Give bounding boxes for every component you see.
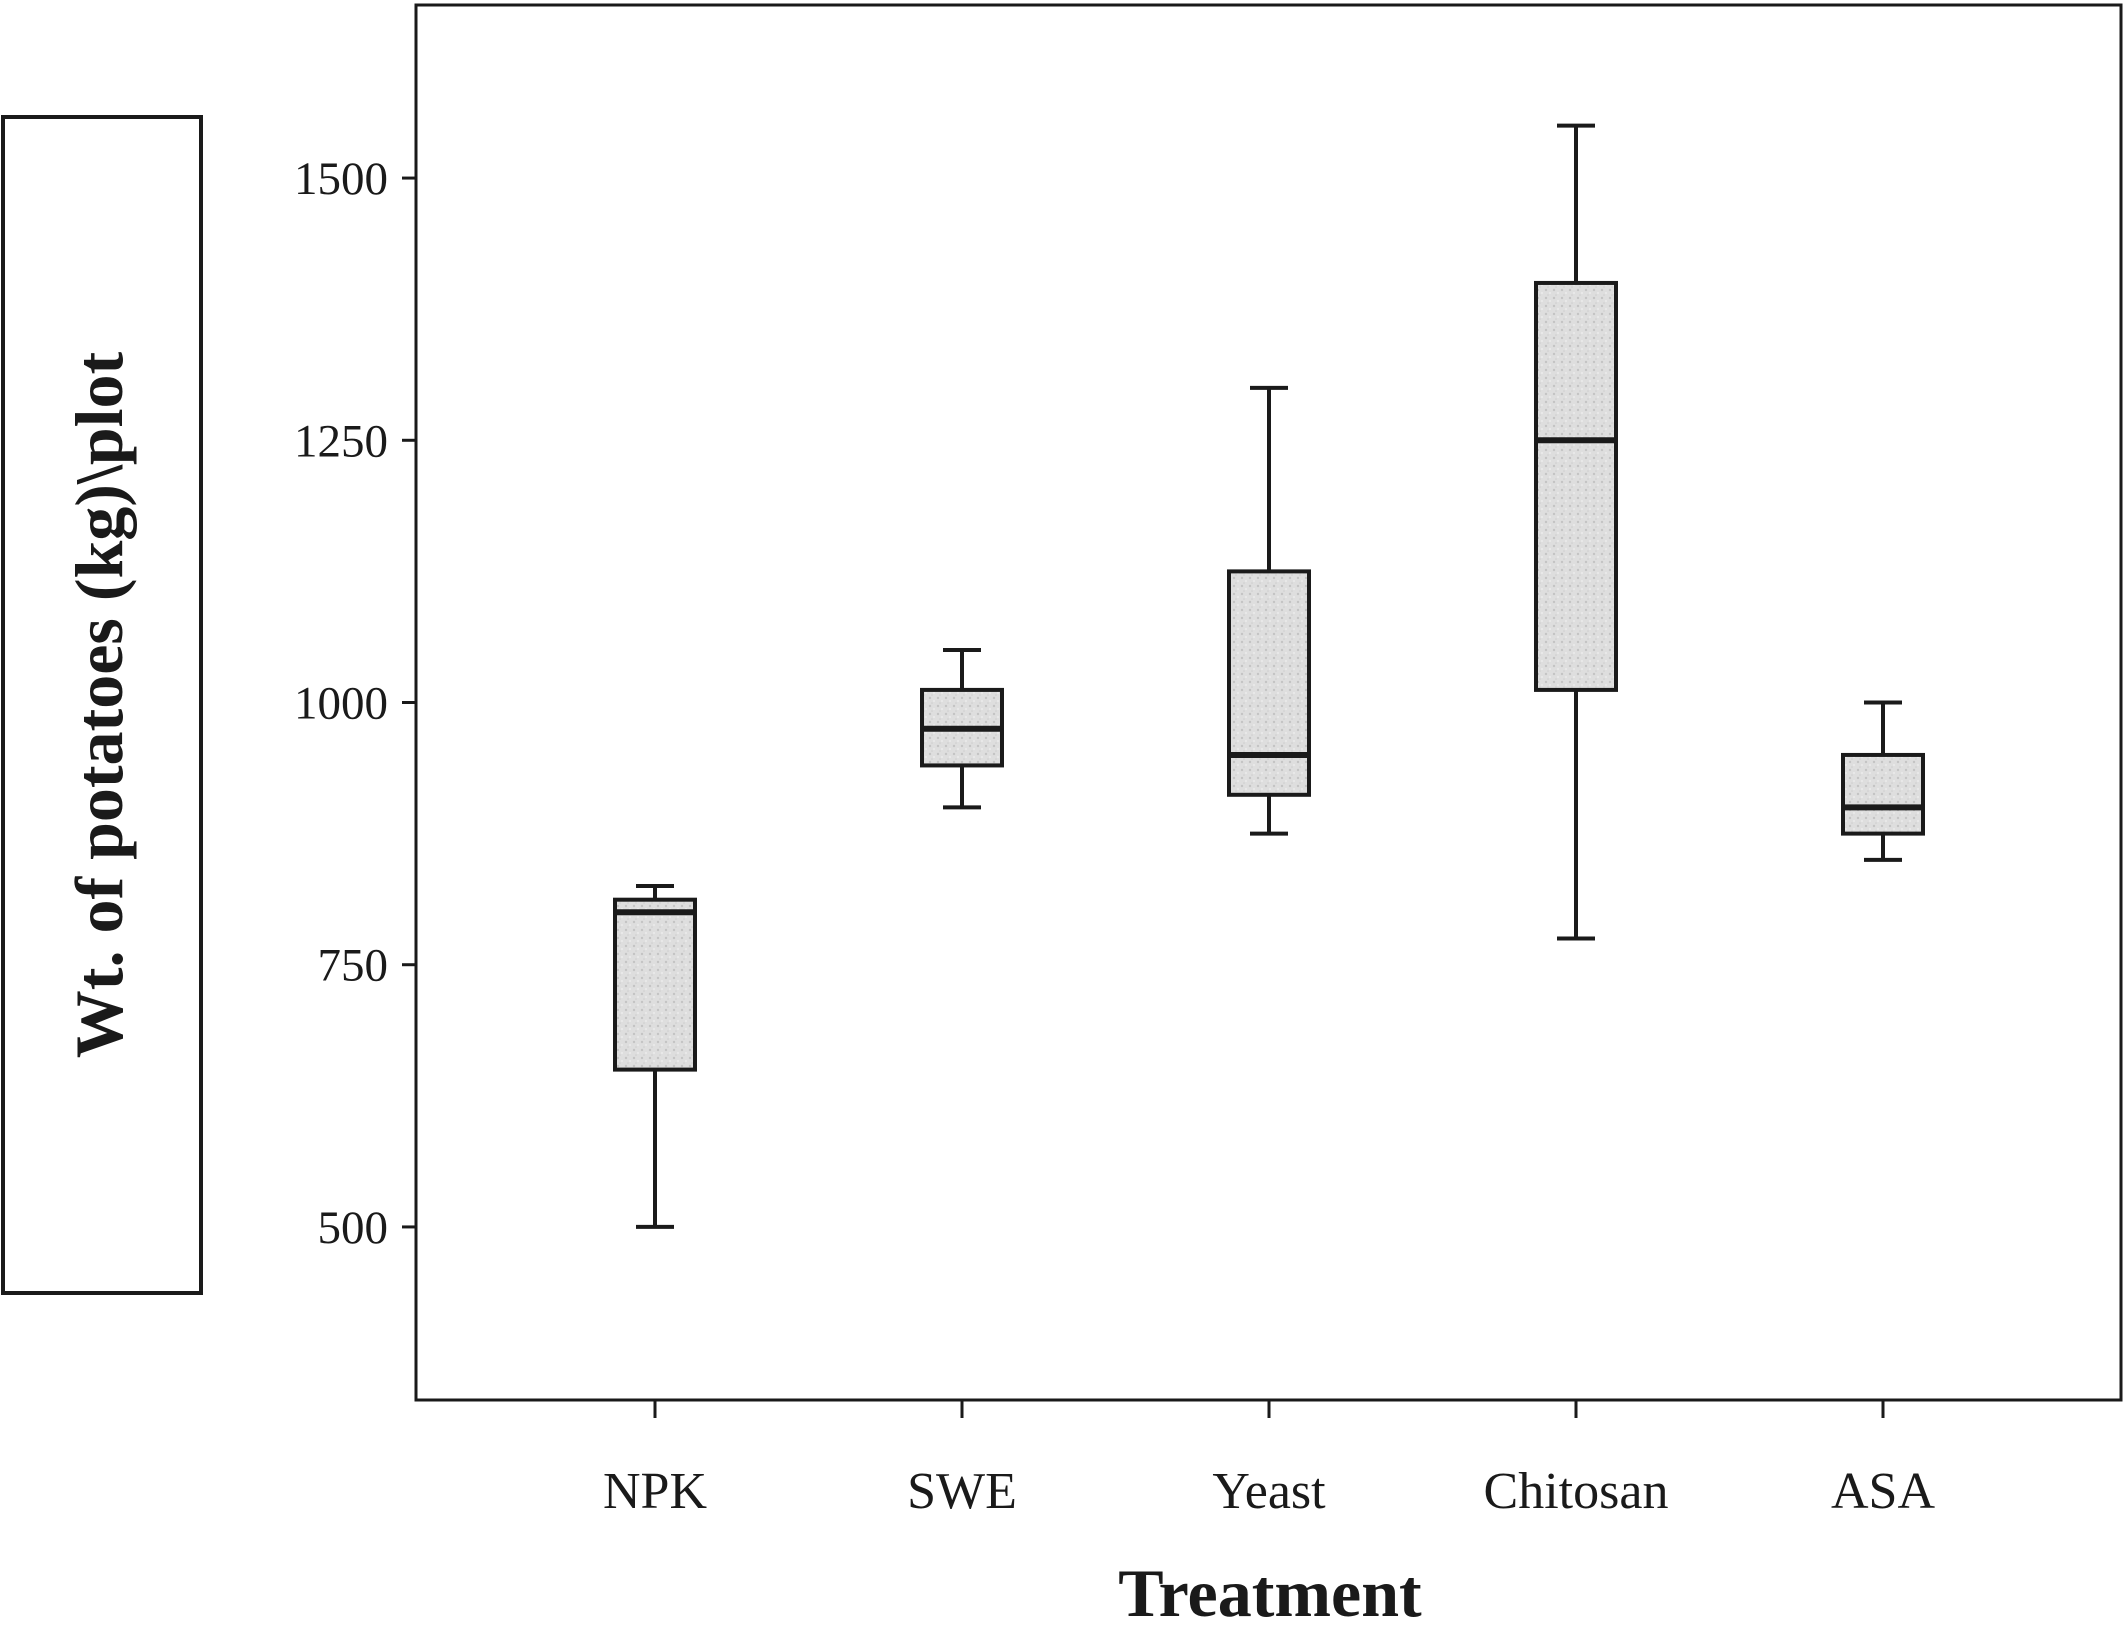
y-axis-title: Wt. of potatoes (kg)\plot: [61, 351, 137, 1058]
y-axis: 500 750 1000 1250 1500: [294, 153, 416, 1254]
box-asa: [1841, 700, 1925, 862]
y-axis-title-box: [1, 115, 203, 1295]
x-axis: NPK SWE Yeast Chitosan ASA: [603, 1400, 1935, 1520]
iqr-box: [613, 897, 697, 1072]
x-tick-label: Yeast: [1212, 1463, 1326, 1520]
y-tick-label: 750: [318, 940, 389, 992]
y-tick-label: 500: [318, 1202, 389, 1254]
y-tick-label: 1000: [294, 678, 388, 730]
iqr-box: [1534, 280, 1618, 692]
box-yeast: [1227, 385, 1311, 836]
box-swe: [920, 648, 1004, 810]
box-npk: [613, 884, 697, 1229]
x-axis-title: Treatment: [1118, 1555, 1422, 1631]
x-tick-label: SWE: [907, 1463, 1017, 1520]
iqr-box: [1841, 752, 1925, 836]
x-tick-label: NPK: [603, 1463, 707, 1520]
x-tick-label: ASA: [1831, 1463, 1935, 1520]
boxes: [613, 123, 1925, 1229]
iqr-box: [1227, 569, 1311, 797]
x-tick-label: Chitosan: [1484, 1463, 1669, 1520]
y-tick-label: 1500: [294, 153, 388, 205]
y-tick-label: 1250: [294, 415, 388, 467]
box-chitosan: [1534, 123, 1618, 941]
